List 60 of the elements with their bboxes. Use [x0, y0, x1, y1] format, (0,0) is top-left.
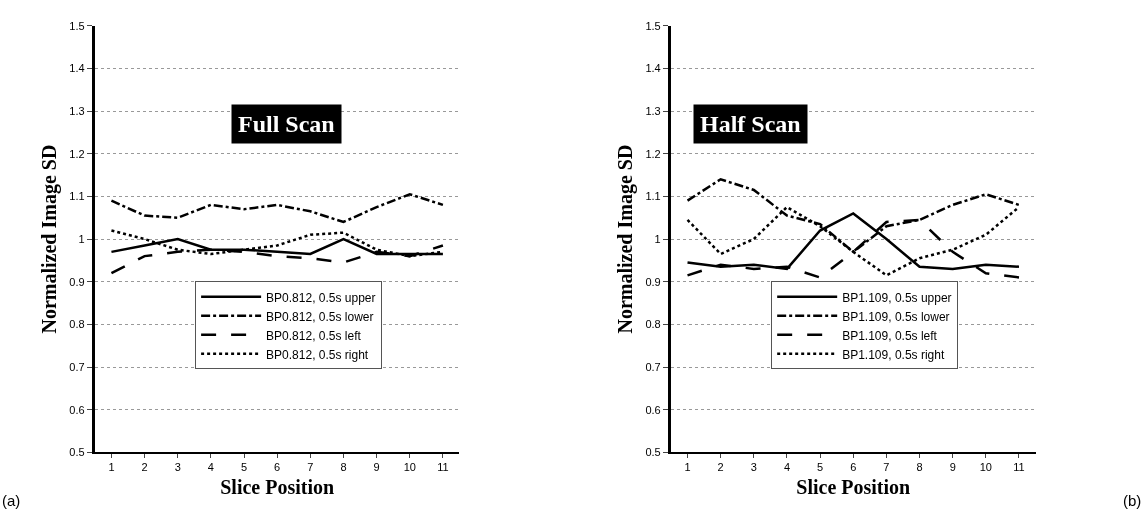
y-tick-label: 1.5 — [69, 19, 85, 32]
y-tick-label: 1.3 — [69, 104, 85, 117]
legend-label: BP1.109, 0.5s left — [842, 328, 938, 343]
legend-label: BP0.812, 0.5s right — [266, 347, 369, 362]
x-tick-label: 8 — [340, 461, 347, 474]
y-tick-label: 0.8 — [69, 318, 85, 331]
x-tick-label: 9 — [373, 461, 380, 474]
y-tick-label: 1.2 — [69, 147, 85, 160]
y-tick-label: 1.3 — [645, 104, 661, 117]
legend-label: BP1.109, 0.5s lower — [842, 309, 950, 324]
y-tick-label: 0.8 — [645, 318, 661, 331]
legend-label: BP0.812, 0.5s upper — [266, 290, 376, 305]
y-tick-label: 0.6 — [645, 403, 661, 416]
y-tick-label: 1 — [78, 232, 85, 245]
legend-label: BP0.812, 0.5s lower — [266, 309, 374, 324]
y-tick-label: 0.7 — [645, 360, 661, 373]
y-tick-label: 0.6 — [69, 403, 85, 416]
x-tick-label: 9 — [949, 461, 956, 474]
x-tick-label: 4 — [207, 461, 214, 474]
text: (a) — [2, 492, 21, 509]
y-tick-label: 0.7 — [69, 360, 85, 373]
x-tick-label: 1 — [684, 461, 691, 474]
x-tick-label: 10 — [403, 461, 416, 474]
x-tick-label: 2 — [141, 461, 148, 474]
legend-label: BP1.109, 0.5s right — [842, 347, 945, 362]
y-tick-label: 0.9 — [645, 275, 661, 288]
y-tick-label: 0.9 — [69, 275, 85, 288]
y-tick-label: 1.4 — [645, 62, 661, 75]
x-tick-label: 4 — [783, 461, 791, 474]
x-tick-label: 1 — [108, 461, 115, 474]
y-tick-label: 0.5 — [69, 446, 85, 459]
y-tick-label: 1.2 — [645, 147, 661, 160]
legend-label: BP1.109, 0.5s upper — [842, 290, 952, 305]
y-tick-label: 1.1 — [69, 190, 85, 203]
legend-label: BP0.812, 0.5s left — [266, 328, 362, 343]
x-tick-label: 5 — [817, 461, 824, 474]
x-tick-label: 7 — [883, 461, 890, 474]
x-axis-title: Slice Position — [220, 476, 335, 499]
y-axis-title: Normalized Image SD — [613, 144, 637, 334]
x-tick-label: 3 — [174, 461, 181, 474]
x-tick-label: 11 — [437, 461, 449, 474]
y-tick-label: 1.1 — [645, 190, 661, 203]
text: (b) — [1123, 492, 1142, 509]
x-tick-label: 2 — [717, 461, 724, 474]
text: Full Scan — [238, 111, 335, 137]
x-tick-label: 6 — [850, 461, 857, 474]
y-tick-label: 1.5 — [645, 19, 661, 32]
x-tick-label: 7 — [307, 461, 314, 474]
y-tick-label: 1 — [654, 232, 661, 245]
y-tick-label: 1.4 — [69, 62, 85, 75]
x-tick-label: 8 — [916, 461, 923, 474]
text: Half Scan — [700, 111, 801, 137]
y-tick-label: 0.5 — [645, 446, 661, 459]
x-tick-label: 3 — [750, 461, 757, 474]
x-tick-label: 10 — [979, 461, 992, 474]
y-axis-title: Normalized Image SD — [37, 144, 61, 334]
x-tick-label: 11 — [1013, 461, 1025, 474]
x-axis-title: Slice Position — [796, 476, 911, 499]
x-tick-label: 5 — [240, 461, 248, 474]
x-tick-label: 6 — [274, 461, 281, 474]
